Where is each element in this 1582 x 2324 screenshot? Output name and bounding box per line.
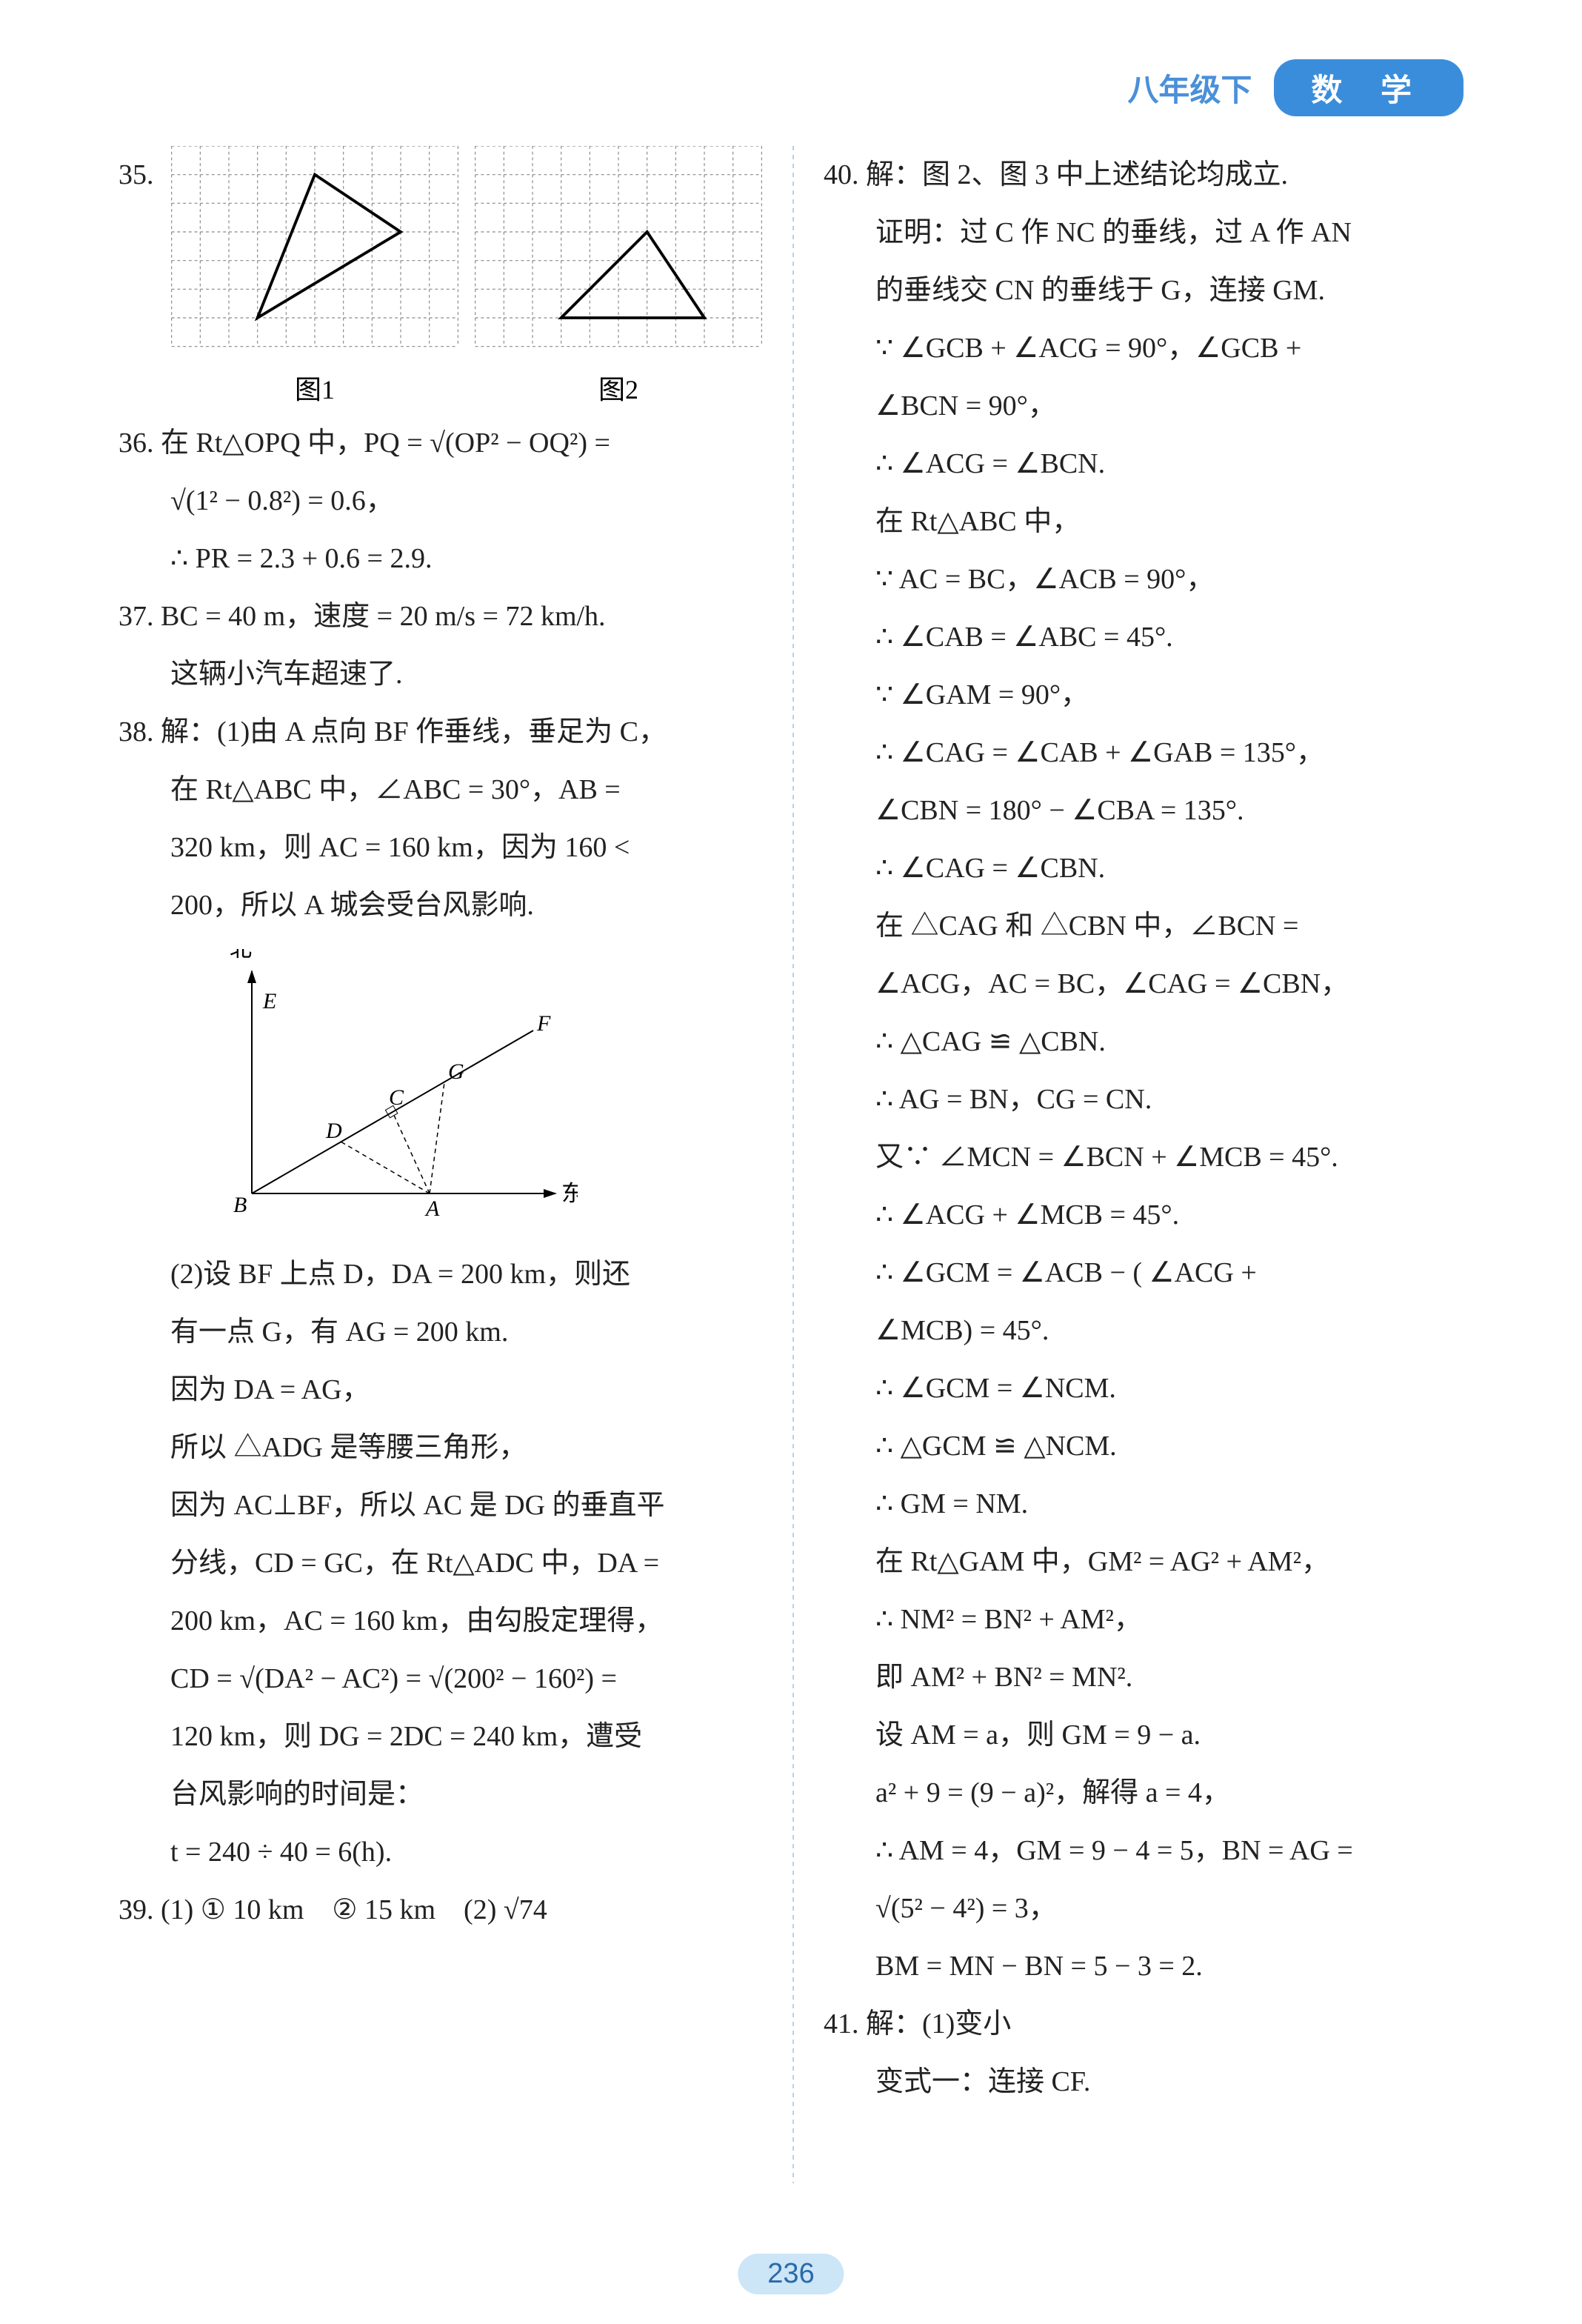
label-E: E [262, 989, 276, 1013]
q40-line-v: ∴ ∠GCM = ∠NCM. [824, 1359, 1463, 1417]
label-G: G [448, 1059, 464, 1084]
q38-line-k: 200 km，AC = 160 km，由勾股定理得， [119, 1592, 763, 1650]
label-B: B [233, 1193, 247, 1217]
q38-line-l: CD = √(DA² − AC²) = √(200² − 160²) = [119, 1650, 763, 1708]
q36-line-c: ∴ PR = 2.3 + 0.6 = 2.9. [119, 530, 763, 587]
q35-num: 35. [119, 146, 170, 414]
grade-label: 八年级下 [1127, 65, 1252, 110]
q35-row: 35. 图1 [119, 146, 763, 414]
q40-line-ab: 设 AM = a，则 GM = 9 − a. [824, 1706, 1463, 1764]
q40-line-c: 的垂线交 CN 的垂线于 G，连接 GM. [824, 262, 1463, 319]
q41-line-b: 变式一：连接 CF. [824, 2053, 1463, 2111]
label-A: A [424, 1196, 440, 1221]
q40-line-i: ∴ ∠CAB = ∠ABC = 45°. [824, 608, 1463, 666]
q40-line-o: ∠ACG，AC = BC，∠CAG = ∠CBN， [824, 955, 1463, 1013]
q40-line-j: ∵ ∠GAM = 90°， [824, 666, 1463, 724]
q40-line-u: ∠MCB) = 45°. [824, 1302, 1463, 1359]
q36-line-a: 36. 在 Rt△OPQ 中，PQ = √(OP² − OQ²) = [119, 414, 763, 472]
q39-line: 39. (1) ① 10 km ② 15 km (2) √74 [119, 1881, 763, 1939]
subject-badge: 数 学 [1274, 59, 1463, 116]
q38-line-e: (2)设 BF 上点 D，DA = 200 km，则还 [119, 1245, 763, 1303]
q37-line-b: 这辆小汽车超速了. [119, 645, 763, 703]
q40-line-d: ∵ ∠GCB + ∠ACG = 90°，∠GCB + [824, 319, 1463, 377]
q40-line-h: ∵ AC = BC，∠ACB = 90°， [824, 550, 1463, 608]
fig2-wrap: 图2 [474, 146, 763, 407]
q40-line-w: ∴ △GCM ≌ △NCM. [824, 1417, 1463, 1475]
q38-line-n: 台风影响的时间是： [119, 1765, 763, 1823]
page-header: 八年级下 数 学 [119, 59, 1463, 116]
q38-line-c: 320 km，则 AC = 160 km，因为 160 < [119, 819, 763, 876]
page-number: 236 [738, 2254, 844, 2294]
q40-line-ac: a² + 9 = (9 − a)²，解得 a = 4， [824, 1764, 1463, 1822]
q40-line-z: ∴ NM² = BN² + AM²， [824, 1591, 1463, 1648]
q40-line-k: ∴ ∠CAG = ∠CAB + ∠GAB = 135°， [824, 724, 1463, 782]
q40-line-q: ∴ AG = BN，CG = CN. [824, 1071, 1463, 1128]
q40-line-s: ∴ ∠ACG + ∠MCB = 45°. [824, 1186, 1463, 1244]
q40-line-ad: ∴ AM = 4，GM = 9 − 4 = 5，BN = AG = [824, 1822, 1463, 1879]
q38-geometry-figure: 北 东 B A E F D C G [207, 949, 578, 1231]
q38-line-b: 在 Rt△ABC 中，∠ABC = 30°，AB = [119, 761, 763, 819]
q40-line-x: ∴ GM = NM. [824, 1475, 1463, 1533]
q40-line-b: 证明：过 C 作 NC 的垂线，过 A 作 AN [824, 204, 1463, 262]
q41-line-a: 41. 解：(1)变小 [824, 1995, 1463, 2053]
q40-line-y: 在 Rt△GAM 中，GM² = AG² + AM²， [824, 1533, 1463, 1591]
q40-line-e: ∠BCN = 90°， [824, 377, 1463, 435]
fig2-label: 图2 [474, 368, 763, 407]
content-columns: 35. 图1 [119, 146, 1463, 2183]
q40-line-af: BM = MN − BN = 5 − 3 = 2. [824, 1937, 1463, 1995]
q38-line-h: 所以 △ADG 是等腰三角形， [119, 1419, 763, 1476]
page: 八年级下 数 学 35. 图1 [0, 0, 1582, 2324]
q40-line-l: ∠CBN = 180° − ∠CBA = 135°. [824, 782, 1463, 839]
fig1-label: 图1 [170, 368, 459, 407]
q40-line-m: ∴ ∠CAG = ∠CBN. [824, 839, 1463, 897]
q40-line-p: ∴ △CAG ≌ △CBN. [824, 1013, 1463, 1071]
q40-line-t: ∴ ∠GCM = ∠ACB − ( ∠ACG + [824, 1244, 1463, 1302]
q40-line-g: 在 Rt△ABC 中， [824, 493, 1463, 550]
q35-figures: 图1 图2 [170, 146, 763, 407]
label-C: C [389, 1085, 404, 1110]
q37-line-a: 37. BC = 40 m，速度 = 20 m/s = 72 km/h. [119, 587, 763, 645]
column-divider [792, 146, 794, 2183]
right-column: 40. 解：图 2、图 3 中上述结论均成立. 证明：过 C 作 NC 的垂线，… [824, 146, 1463, 2183]
north-label: 北 [230, 949, 252, 962]
q38-line-g: 因为 DA = AG， [119, 1361, 763, 1419]
label-F: F [536, 1011, 551, 1036]
q40-line-a: 40. 解：图 2、图 3 中上述结论均成立. [824, 146, 1463, 204]
q38-line-f: 有一点 G，有 AG = 200 km. [119, 1303, 763, 1361]
label-D: D [325, 1119, 342, 1143]
q40-line-ae: √(5² − 4²) = 3， [824, 1879, 1463, 1937]
q38-line-a: 38. 解：(1)由 A 点向 BF 作垂线，垂足为 C， [119, 703, 763, 761]
q40-line-f: ∴ ∠ACG = ∠BCN. [824, 435, 1463, 493]
q38-line-j: 分线，CD = GC，在 Rt△ADC 中，DA = [119, 1534, 763, 1592]
grid-figure-1 [170, 146, 459, 361]
q38-line-i: 因为 AC⊥BF，所以 AC 是 DG 的垂直平 [119, 1476, 763, 1534]
q40-line-n: 在 △CAG 和 △CBN 中，∠BCN = [824, 897, 1463, 955]
east-label: 东 [561, 1182, 578, 1206]
q38-line-m: 120 km，则 DG = 2DC = 240 km，遭受 [119, 1708, 763, 1765]
fig1-wrap: 图1 [170, 146, 459, 407]
q38-line-d: 200，所以 A 城会受台风影响. [119, 876, 763, 934]
q40-line-aa: 即 AM² + BN² = MN². [824, 1648, 1463, 1706]
grid-figure-2 [474, 146, 763, 361]
q36-line-b: √(1² − 0.8²) = 0.6， [119, 472, 763, 530]
q38-line-o: t = 240 ÷ 40 = 6(h). [119, 1823, 763, 1881]
q40-line-r: 又∵ ∠MCN = ∠BCN + ∠MCB = 45°. [824, 1128, 1463, 1186]
left-column: 35. 图1 [119, 146, 763, 2183]
